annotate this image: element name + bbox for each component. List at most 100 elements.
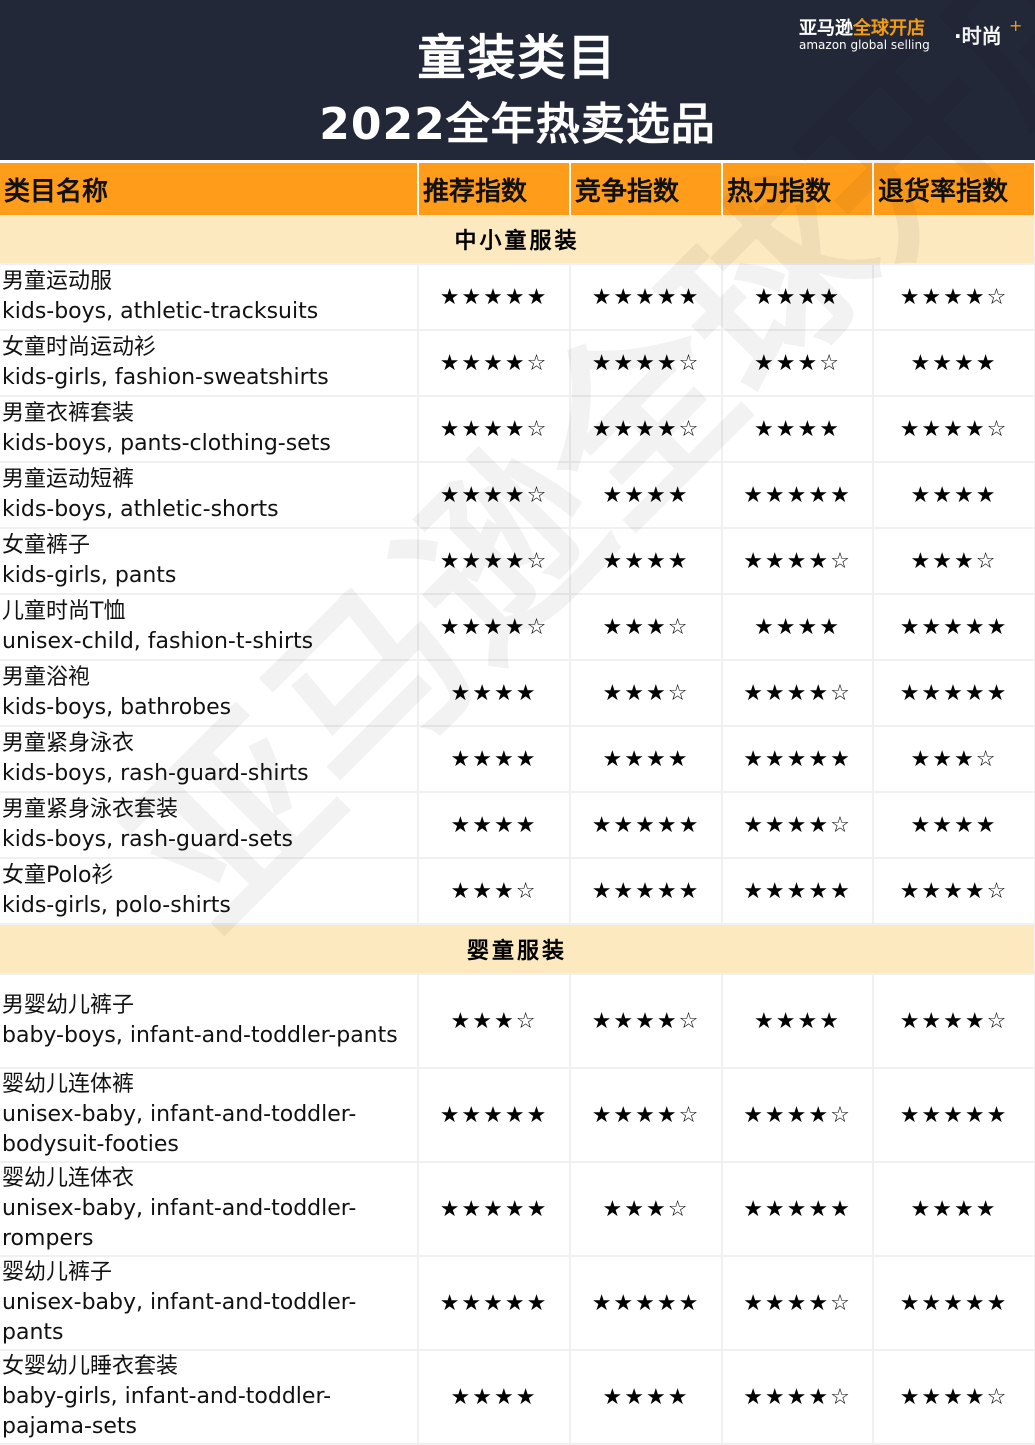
star-rating: ★★★★☆ bbox=[418, 396, 571, 463]
table-row: 女童Polo衫 kids-girls, polo-shirts ★★★☆ ★★★★★ ★… bbox=[0, 858, 1035, 925]
category-cn: 女婴幼儿睡衣套装 bbox=[2, 1354, 179, 1379]
star-rating: ★★★★★ bbox=[722, 462, 874, 529]
section-title: 中小童服装 bbox=[0, 215, 1035, 265]
plus-icon: + bbox=[1009, 16, 1023, 35]
column-header: 竞争指数 bbox=[570, 160, 723, 215]
category-en: kids-boys, athletic-shorts bbox=[2, 497, 279, 522]
star-rating: ★★★★ bbox=[873, 330, 1035, 397]
category-cn: 婴幼儿连体衣 bbox=[2, 1166, 135, 1191]
category-name: 男童运动短裤 kids-boys, athletic-shorts bbox=[0, 462, 419, 529]
star-rating: ★★★★☆ bbox=[873, 1350, 1035, 1445]
table-row: 男童紧身泳衣套装 kids-boys, rash-guard-sets ★★★★ ★★… bbox=[0, 792, 1035, 859]
product-table: 类目名称 推荐指数 竞争指数 热力指数 退货率指数 中小童服装 男童运动服 kids-boy… bbox=[0, 160, 1035, 1445]
category-name: 婴幼儿连体裤 unisex-baby, infant-and-toddler-bo… bbox=[0, 1068, 419, 1163]
page-subtitle: 2022全年热卖选品 bbox=[319, 99, 716, 150]
star-rating: ★★★★ bbox=[722, 264, 874, 331]
category-cn: 男童浴袍 bbox=[2, 665, 91, 690]
star-rating: ★★★★☆ bbox=[418, 330, 571, 397]
category-name: 女童时尚运动衫 kids-girls, fashion-sweatshirts bbox=[0, 330, 419, 397]
logo-en: amazon global selling bbox=[799, 38, 930, 52]
star-rating: ★★★★ bbox=[873, 792, 1035, 859]
section-header: 中小童服装 bbox=[0, 215, 1035, 265]
star-rating: ★★★★☆ bbox=[418, 528, 571, 595]
star-rating: ★★★☆ bbox=[418, 858, 571, 925]
star-rating: ★★★★★ bbox=[873, 660, 1035, 727]
logo-cn-orange: 全球开店 bbox=[853, 18, 925, 39]
star-rating: ★★★☆ bbox=[873, 528, 1035, 595]
category-name: 男婴幼儿裤子 baby-boys, infant-and-toddler-pant… bbox=[0, 974, 419, 1069]
star-rating: ★★★★★ bbox=[570, 1256, 723, 1351]
star-rating: ★★★★★ bbox=[722, 1162, 874, 1257]
category-name: 男童浴袍 kids-boys, bathrobes bbox=[0, 660, 419, 727]
star-rating: ★★★★☆ bbox=[722, 1068, 874, 1163]
star-rating: ★★★★ bbox=[722, 396, 874, 463]
table-row: 婴幼儿连体裤 unisex-baby, infant-and-toddler-bo… bbox=[0, 1068, 1035, 1163]
star-rating: ★★★★☆ bbox=[570, 1068, 723, 1163]
category-en: unisex-child, fashion-t-shirts bbox=[2, 629, 314, 654]
category-en: kids-girls, pants bbox=[2, 563, 177, 588]
category-en: unisex-baby, infant-and-toddler-pants bbox=[2, 1290, 357, 1345]
star-rating: ★★★★★ bbox=[418, 1256, 571, 1351]
category-name: 女童Polo衫 kids-girls, polo-shirts bbox=[0, 858, 419, 925]
table-row: 婴幼儿连体衣 unisex-baby, infant-and-toddler-ro… bbox=[0, 1162, 1035, 1257]
category-en: kids-boys, bathrobes bbox=[2, 695, 232, 720]
star-rating: ★★★★☆ bbox=[722, 1350, 874, 1445]
category-en: unisex-baby, infant-and-toddler-bodysuit… bbox=[2, 1102, 357, 1157]
star-rating: ★★★★★ bbox=[570, 858, 723, 925]
category-cn: 女童裤子 bbox=[2, 533, 91, 558]
star-rating: ★★★★☆ bbox=[873, 264, 1035, 331]
star-rating: ★★★★☆ bbox=[418, 462, 571, 529]
column-header: 类目名称 bbox=[0, 160, 419, 215]
star-rating: ★★★★★ bbox=[418, 1068, 571, 1163]
category-en: kids-girls, polo-shirts bbox=[2, 893, 231, 918]
table-header-row: 类目名称 推荐指数 竞争指数 热力指数 退货率指数 bbox=[0, 160, 1035, 215]
star-rating: ★★★★ bbox=[418, 726, 571, 793]
star-rating: ★★★★ bbox=[570, 528, 723, 595]
table-row: 女童时尚运动衫 kids-girls, fashion-sweatshirts ★★… bbox=[0, 330, 1035, 397]
section-header: 婴童服装 bbox=[0, 924, 1035, 975]
star-rating: ★★★★ bbox=[570, 726, 723, 793]
category-en: baby-girls, infant-and-toddler-pajama-se… bbox=[2, 1384, 332, 1439]
category-en: unisex-baby, infant-and-toddler-rompers bbox=[2, 1196, 357, 1251]
star-rating: ★★★★ bbox=[722, 974, 874, 1069]
category-name: 女婴幼儿睡衣套装 baby-girls, infant-and-toddler-p… bbox=[0, 1350, 419, 1445]
category-name: 男童运动服 kids-boys, athletic-tracksuits bbox=[0, 264, 419, 331]
table-row: 女童裤子 kids-girls, pants ★★★★☆ ★★★★ ★★★★☆ ★★★☆ bbox=[0, 528, 1035, 595]
star-rating: ★★★★ bbox=[570, 462, 723, 529]
star-rating: ★★★★ bbox=[873, 1162, 1035, 1257]
star-rating: ★★★★☆ bbox=[873, 858, 1035, 925]
category-cn: 女童时尚运动衫 bbox=[2, 335, 157, 360]
table-row: 婴幼儿裤子 unisex-baby, infant-and-toddler-pan… bbox=[0, 1256, 1035, 1351]
category-cn: 婴幼儿裤子 bbox=[2, 1260, 113, 1285]
star-rating: ★★★☆ bbox=[418, 974, 571, 1069]
star-rating: ★★★★ bbox=[570, 1350, 723, 1445]
table-row: 男童运动短裤 kids-boys, athletic-shorts ★★★★☆ ★★★… bbox=[0, 462, 1035, 529]
category-en: kids-boys, rash-guard-sets bbox=[2, 827, 294, 852]
star-rating: ★★★★ bbox=[418, 792, 571, 859]
category-cn: 男童衣裤套装 bbox=[2, 401, 135, 426]
column-header: 退货率指数 bbox=[873, 160, 1035, 215]
category-name: 儿童时尚T恤 unisex-child, fashion-t-shirts bbox=[0, 594, 419, 661]
table-row: 男童紧身泳衣 kids-boys, rash-guard-shirts ★★★★ ★★… bbox=[0, 726, 1035, 793]
category-en: kids-girls, fashion-sweatshirts bbox=[2, 365, 329, 390]
page-title: 童装类目 bbox=[417, 30, 618, 86]
table-row: 男婴幼儿裤子 baby-boys, infant-and-toddler-pant… bbox=[0, 974, 1035, 1069]
category-cn: 女童Polo衫 bbox=[2, 863, 114, 888]
star-rating: ★★★★☆ bbox=[722, 792, 874, 859]
star-rating: ★★★★★ bbox=[873, 1256, 1035, 1351]
category-name: 婴幼儿裤子 unisex-baby, infant-and-toddler-pan… bbox=[0, 1256, 419, 1351]
star-rating: ★★★★★ bbox=[722, 726, 874, 793]
category-name: 女童裤子 kids-girls, pants bbox=[0, 528, 419, 595]
star-rating: ★★★★★ bbox=[418, 264, 571, 331]
star-rating: ★★★★☆ bbox=[418, 594, 571, 661]
amazon-global-selling-logo: 亚马逊全球开店 amazon global selling ·时尚 + bbox=[799, 14, 1023, 58]
category-en: kids-boys, athletic-tracksuits bbox=[2, 299, 319, 324]
category-cn: 男童紧身泳衣 bbox=[2, 731, 135, 756]
table-row: 男童衣裤套装 kids-boys, pants-clothing-sets ★★★★… bbox=[0, 396, 1035, 463]
table-row: 男童运动服 kids-boys, athletic-tracksuits ★★★★★… bbox=[0, 264, 1035, 331]
star-rating: ★★★★★ bbox=[722, 858, 874, 925]
logo-suffix: ·时尚 bbox=[954, 24, 1002, 48]
category-cn: 婴幼儿连体裤 bbox=[2, 1072, 135, 1097]
star-rating: ★★★☆ bbox=[570, 660, 723, 727]
star-rating: ★★★★☆ bbox=[873, 396, 1035, 463]
